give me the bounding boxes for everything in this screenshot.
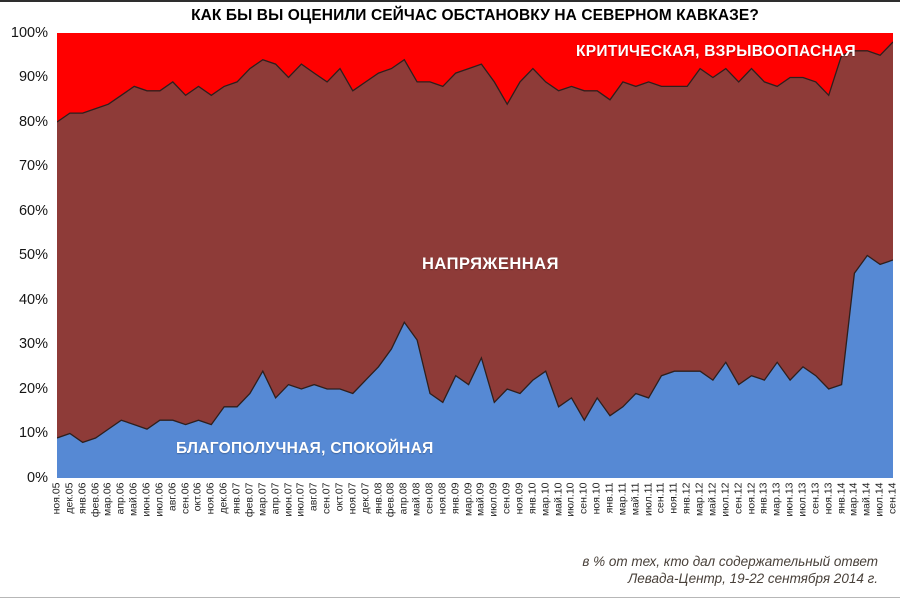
- x-tick-label: ноя.05: [50, 482, 63, 515]
- x-tick-label: май.10: [552, 482, 565, 517]
- x-tick-label: июл.11: [642, 482, 655, 516]
- series-outline-tense: [57, 41, 893, 123]
- series-area-tense: [57, 41, 893, 478]
- x-tick-label: июн.13: [783, 482, 796, 517]
- x-tick-label: янв.13: [757, 482, 770, 515]
- x-tick-label: фев.06: [89, 482, 102, 518]
- x-tick-label: апр.06: [114, 482, 127, 515]
- x-tick-label: май.12: [706, 482, 719, 517]
- y-tick-label: 100%: [10, 24, 48, 41]
- series-area-calm: [57, 255, 893, 478]
- bottom-border: [0, 597, 900, 598]
- x-tick-label: апр.07: [269, 482, 282, 515]
- source-note-line1: в % от тех, кто дал содержательный ответ: [582, 554, 878, 569]
- x-tick-label: янв.14: [835, 482, 848, 515]
- series-outline-calm: [57, 254, 893, 444]
- x-tick-label: ноя.09: [513, 482, 526, 515]
- y-tick-label: 80%: [18, 113, 48, 130]
- x-tick-label: окт.06: [191, 482, 204, 512]
- chart-title: КАК БЫ ВЫ ОЦЕНИЛИ СЕЙЧАС ОБСТАНОВКУ НА С…: [191, 7, 759, 24]
- x-tick-label: янв.12: [680, 482, 693, 515]
- x-tick-label: май.14: [860, 482, 873, 517]
- source-note-line2: Левада-Центр, 19-22 сентября 2014 г.: [627, 571, 878, 586]
- x-tick-label: сен.11: [654, 482, 667, 514]
- x-tick-label: май.08: [410, 482, 423, 517]
- x-tick-label: дек.06: [217, 482, 230, 514]
- x-tick-label: июл.10: [564, 482, 577, 517]
- x-tick-label: янв.08: [372, 482, 385, 515]
- x-tick-label: янв.07: [230, 482, 243, 515]
- x-tick-label: сен.06: [179, 482, 192, 515]
- source-note: в % от тех, кто дал содержательный ответ…: [582, 553, 878, 587]
- y-tick-label: 10%: [18, 425, 48, 441]
- x-tick-label: июл.12: [719, 482, 732, 517]
- x-tick-label: июн.07: [282, 482, 294, 517]
- x-tick-label: июл.14: [873, 482, 886, 517]
- x-tick-label: мар.06: [101, 482, 114, 517]
- series-label-critical: КРИТИЧЕСКАЯ, ВЗРЫВООПАСНАЯ: [576, 43, 856, 60]
- x-tick-label: сен.10: [577, 482, 590, 515]
- x-tick-label: янв.11: [603, 482, 616, 514]
- y-tick-label: 60%: [18, 202, 48, 219]
- series-label-calm: БЛАГОПОЛУЧНАЯ, СПОКОЙНАЯ: [176, 440, 434, 457]
- x-tick-label: май.09: [474, 482, 487, 517]
- x-tick-label: сен.09: [500, 482, 513, 515]
- top-border: [0, 0, 900, 2]
- x-tick-label: апр.08: [397, 482, 410, 515]
- x-tick-label: ноя.08: [436, 482, 449, 515]
- x-tick-label: июл.06: [153, 482, 166, 517]
- x-tick-label: ноя.06: [204, 482, 217, 515]
- x-tick-label: июн.06: [140, 482, 153, 517]
- y-tick-label: 40%: [18, 291, 48, 308]
- x-tick-label: мар.14: [847, 482, 860, 517]
- x-tick-label: авг.06: [166, 482, 179, 512]
- x-tick-label: ноя.12: [745, 482, 758, 515]
- x-tick-label: сен.14: [886, 482, 899, 515]
- x-tick-label: май.06: [127, 482, 140, 517]
- x-tick-label: май.11: [629, 482, 642, 516]
- y-tick-label: 70%: [18, 158, 48, 174]
- x-tick-label: ноя.13: [822, 482, 835, 515]
- x-tick-label: июл.13: [796, 482, 809, 517]
- x-tick-label: янв.09: [449, 482, 462, 515]
- x-tick-label: мар.12: [693, 482, 706, 517]
- x-tick-label: авг.07: [307, 482, 320, 512]
- stacked-area-plot: [57, 33, 893, 478]
- x-tick-label: ноя.07: [346, 482, 359, 515]
- x-tick-label: июл.09: [487, 482, 500, 517]
- x-tick-label: сен.12: [732, 482, 745, 515]
- y-tick-label: 30%: [18, 336, 48, 352]
- x-tick-label: окт.07: [333, 482, 346, 512]
- x-tick-label: ноя.10: [590, 482, 603, 515]
- x-tick-label: сен.07: [320, 482, 333, 515]
- x-tick-label: янв.06: [76, 482, 89, 515]
- y-tick-label: 20%: [18, 380, 48, 397]
- x-tick-label: янв.10: [526, 482, 539, 515]
- x-tick-label: фев.07: [243, 482, 256, 518]
- x-tick-label: дек.07: [359, 482, 372, 514]
- x-tick-label: сен.13: [809, 482, 822, 515]
- y-tick-label: 90%: [18, 69, 48, 85]
- x-tick-label: мар.09: [462, 482, 475, 517]
- x-tick-label: сен.08: [423, 482, 436, 515]
- y-tick-label: 50%: [18, 247, 48, 263]
- x-tick-label: ноя.11: [667, 482, 680, 514]
- series-label-tense: НАПРЯЖЕННАЯ: [422, 255, 559, 273]
- x-tick-label: мар.10: [539, 482, 552, 517]
- x-tick-label: мар.07: [256, 482, 269, 517]
- x-tick-label: июл.07: [294, 482, 307, 517]
- x-tick-label: мар.13: [770, 482, 783, 517]
- x-tick-label: фев.08: [384, 482, 397, 518]
- y-tick-label: 0%: [27, 469, 48, 486]
- x-tick-label: мар.11: [616, 482, 629, 516]
- x-tick-label: дек.05: [63, 482, 76, 514]
